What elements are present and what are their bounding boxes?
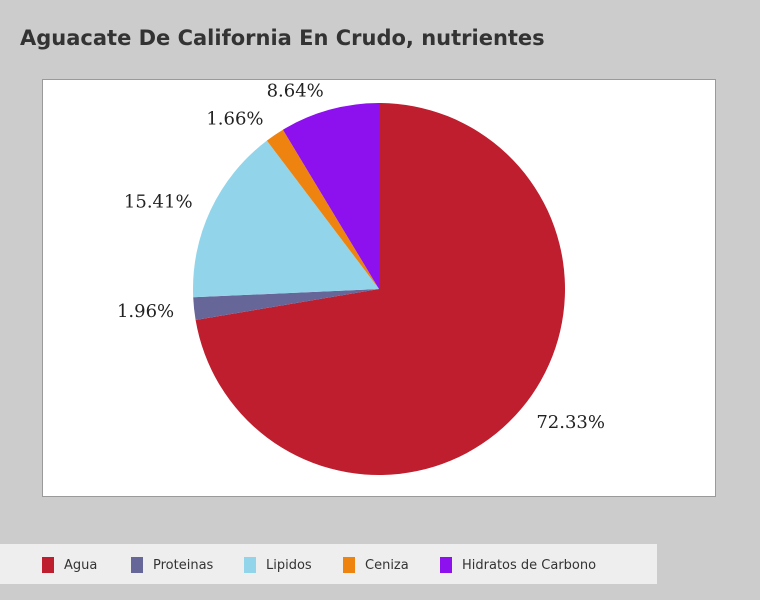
data-label-lipidos: 15.41% [124, 191, 193, 212]
legend-label-ceniza: Ceniza [365, 557, 409, 573]
legend-item-hidratos-de-carbono[interactable]: Hidratos de Carbono [440, 557, 596, 573]
legend-swatch-lipidos [244, 557, 256, 573]
pie-slice-ceniza[interactable] [266, 129, 379, 289]
chart-title: Aguacate De California En Crudo, nutrien… [20, 26, 545, 50]
legend-item-lipidos[interactable]: Lipidos [244, 557, 312, 573]
legend: Agua Proteinas Lipidos Ceniza Hidratos d… [0, 544, 657, 584]
legend-swatch-proteinas [131, 557, 143, 573]
pie-slice-proteinas[interactable] [193, 289, 379, 321]
legend-item-agua[interactable]: Agua [42, 557, 97, 573]
legend-swatch-hidratos-de-carbono [440, 557, 452, 573]
legend-swatch-agua [42, 557, 54, 573]
data-label-agua: 72.33% [536, 412, 605, 433]
legend-item-ceniza[interactable]: Ceniza [343, 557, 409, 573]
legend-item-proteinas[interactable]: Proteinas [131, 557, 213, 573]
legend-label-hidratos-de-carbono: Hidratos de Carbono [462, 557, 597, 573]
pie-slice-hidratos-de-carbono[interactable] [282, 103, 379, 289]
legend-label-agua: Agua [64, 557, 98, 573]
data-label-proteinas: 1.96% [117, 301, 174, 322]
pie-slice-lipidos[interactable] [193, 140, 379, 298]
legend-swatch-ceniza [343, 557, 355, 573]
legend-label-proteinas: Proteinas [153, 557, 214, 573]
legend-label-lipidos: Lipidos [266, 557, 312, 573]
data-label-hidratos-de-carbono: 8.64% [267, 81, 324, 102]
data-label-ceniza: 1.66% [206, 108, 263, 129]
pie-slice-agua[interactable] [195, 103, 565, 476]
